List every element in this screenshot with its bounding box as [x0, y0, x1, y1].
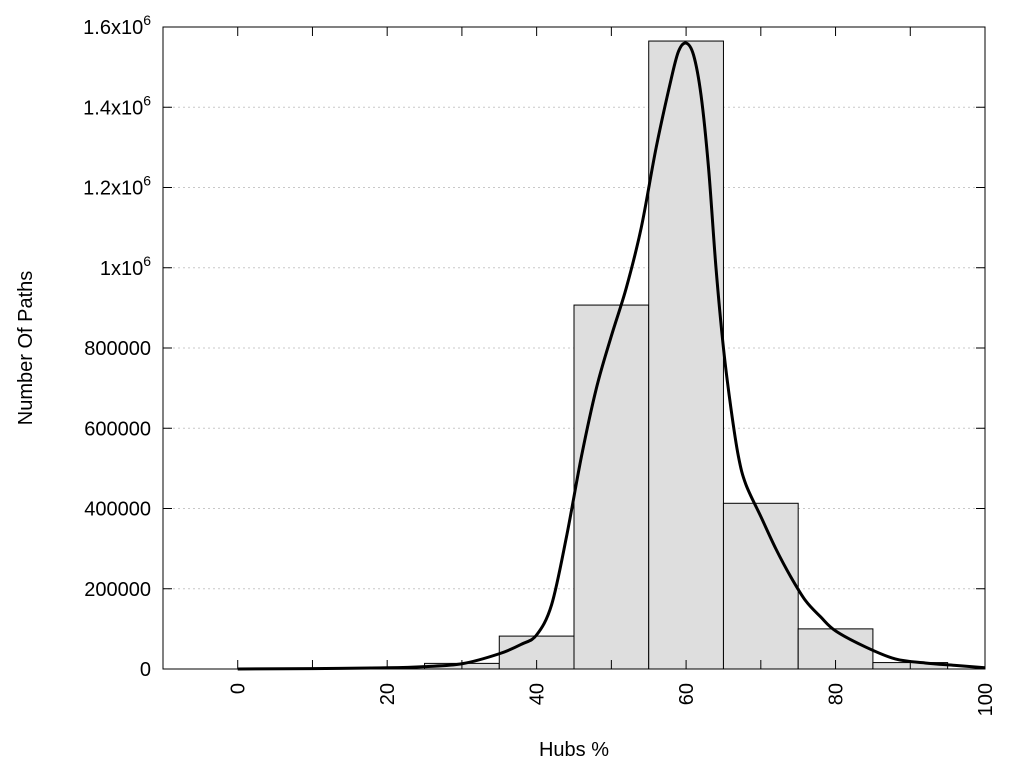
x-tick-label-20: 20 — [377, 683, 399, 705]
axis-ticks — [163, 26, 986, 670]
y-tick-label-3: 600000 — [84, 418, 151, 440]
histogram-bars — [424, 40, 949, 670]
y-tick-label-2: 400000 — [84, 499, 151, 521]
x-tick-label-100: 100 — [975, 683, 997, 716]
y-tick-label-8: 1.6x106 — [83, 12, 151, 39]
y-axis-title: Number Of Paths — [15, 271, 37, 426]
density-curve — [237, 41, 986, 671]
x-tick-label-60: 60 — [676, 683, 698, 705]
x-tick-label-0: 0 — [228, 683, 250, 694]
x-tick-label-40: 40 — [527, 683, 549, 705]
bar-70 — [722, 502, 799, 670]
y-tick-label-6: 1.2x106 — [83, 173, 151, 200]
y-tick-labels: 0 200000 400000 600000 800000 1x106 1.2x106 1.4… — [83, 12, 151, 681]
y-tick-label-7: 1.4x106 — [83, 92, 151, 119]
x-axis-title: Hubs % — [539, 739, 609, 761]
density-curve-layer — [237, 41, 986, 671]
y-tick-label-4: 800000 — [84, 338, 151, 360]
x-tick-label-80: 80 — [826, 683, 848, 705]
y-tick-label-0: 0 — [140, 659, 151, 681]
y-tick-label-1: 200000 — [84, 579, 151, 601]
bar-50 — [573, 304, 650, 670]
bar-60 — [648, 40, 724, 670]
y-tick-label-5: 1x106 — [100, 253, 151, 280]
x-tick-labels: 0 20 40 60 80 100 — [228, 683, 997, 716]
